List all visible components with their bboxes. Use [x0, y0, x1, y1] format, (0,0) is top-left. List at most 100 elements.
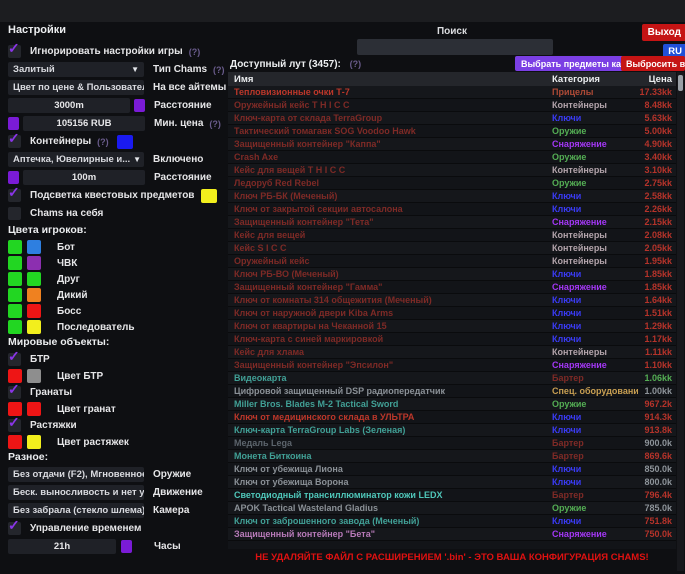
color-swatch-primary[interactable] — [8, 288, 22, 302]
search-input[interactable] — [357, 39, 553, 55]
table-row[interactable]: Miller Bros. Blades M-2 Tactical Sword О… — [228, 398, 676, 411]
table-row[interactable]: Защищенный контейнер "Тета" Снаряжение 2… — [228, 216, 676, 229]
movement-select[interactable]: Беск. выносливость и нет уста ▼ — [8, 485, 144, 500]
color-swatch-primary[interactable] — [8, 304, 22, 318]
color-swatch-secondary[interactable] — [27, 369, 41, 383]
player-color-row: Друг — [8, 272, 224, 286]
table-row[interactable]: Ключ от заброшенного завода (Меченый) Кл… — [228, 515, 676, 528]
table-row[interactable]: Ключ РБ-БК (Меченый) Ключи 2.58kk — [228, 190, 676, 203]
color-swatch-primary[interactable] — [8, 369, 22, 383]
table-row[interactable]: Тактический томагавк SOG Voodoo Hawk Ору… — [228, 125, 676, 138]
table-row[interactable]: Цифровой защищенный DSP радиопередатчик … — [228, 385, 676, 398]
container-distance-input[interactable]: 100m — [23, 170, 145, 185]
color-swatch-primary[interactable] — [8, 256, 22, 270]
scrollbar-thumb[interactable] — [678, 75, 683, 91]
color-swatch-secondary[interactable] — [27, 256, 41, 270]
item-category: Снаряжение — [552, 139, 607, 149]
table-row[interactable]: Оружейный кейс T H I C C Контейнеры 8.48… — [228, 99, 676, 112]
language-button[interactable]: RU — [663, 44, 685, 59]
color-swatch-primary[interactable] — [8, 272, 22, 286]
table-row[interactable]: Ключ-карта от склада TerraGroup Ключи 5.… — [228, 112, 676, 125]
quest-highlight-checkbox[interactable]: ✓ — [8, 184, 21, 202]
color-swatch-secondary[interactable] — [27, 402, 41, 416]
color-swatch-primary[interactable] — [8, 240, 22, 254]
table-row[interactable]: Монета Биткоина Бартер 869.6k — [228, 450, 676, 463]
chams-self-checkbox[interactable] — [8, 207, 21, 220]
grenades-checkbox[interactable]: ✓ — [8, 381, 21, 399]
exit-button[interactable]: Выход — [641, 24, 685, 41]
header-price[interactable]: Цена — [648, 73, 672, 85]
drop-all-button[interactable]: Выбросить все — [621, 56, 685, 71]
hours-color-swatch[interactable] — [121, 540, 132, 553]
item-category: Оружие — [552, 152, 587, 162]
distance-color-swatch[interactable] — [134, 99, 145, 112]
table-row[interactable]: APOK Tactical Wasteland Gladius Оружие 7… — [228, 502, 676, 515]
color-swatch-primary[interactable] — [8, 320, 22, 334]
all-items-select[interactable]: Цвет по цене & Пользователь ▼ — [8, 80, 144, 95]
table-row[interactable]: Кейс для вещей Контейнеры 2.08kk — [228, 229, 676, 242]
color-swatch-secondary[interactable] — [27, 272, 41, 286]
container-filter-select[interactable]: Аптечка, Ювелирные и... ▼ — [8, 152, 144, 167]
table-row[interactable]: Светодиодный трансиллюминатор кожи LEDX … — [228, 489, 676, 502]
min-price-input[interactable]: 105156 RUB — [23, 116, 145, 131]
select-kappa-items-button[interactable]: Выбрать предметы каппа — [515, 56, 643, 71]
table-row[interactable]: Ключ РБ-ВО (Меченый) Ключи 1.85kk — [228, 268, 676, 281]
table-row[interactable]: Ключ от медицинского склада в УЛЬТРА Клю… — [228, 411, 676, 424]
chams-type-select[interactable]: Залитый ▼ — [8, 62, 144, 77]
containers-color-swatch[interactable] — [116, 134, 133, 149]
table-row[interactable]: Медаль Lega Бартер 900.0k — [228, 437, 676, 450]
table-row[interactable]: Защищенный контейнер "Бета" Снаряжение 7… — [228, 528, 676, 541]
color-swatch-secondary[interactable] — [27, 240, 41, 254]
table-row[interactable]: Тепловизионные очки Т-7 Прицелы 17.33kk — [228, 86, 676, 99]
item-category: Ключи — [552, 295, 582, 305]
table-row[interactable]: Кейс S I C C Контейнеры 2.05kk — [228, 242, 676, 255]
table-row[interactable]: Ключ от квартиры на Чеканной 15 Ключи 1.… — [228, 320, 676, 333]
min-price-color-swatch[interactable] — [8, 117, 19, 130]
color-swatch-secondary[interactable] — [27, 304, 41, 318]
header-category[interactable]: Категория — [552, 73, 600, 85]
tripwires-checkbox[interactable]: ✓ — [8, 414, 21, 432]
camera-select[interactable]: Без забрала (стекло шлема) ▼ — [8, 503, 144, 518]
settings-title: Настройки — [8, 24, 67, 36]
color-swatch-secondary[interactable] — [27, 435, 41, 449]
quest-highlight-color-swatch[interactable] — [201, 188, 218, 203]
header-name[interactable]: Имя — [234, 73, 254, 85]
ignore-game-settings-checkbox[interactable]: ✓ — [8, 40, 21, 58]
item-price: 1.17kk — [644, 334, 672, 344]
container-distance-color-swatch[interactable] — [8, 171, 19, 184]
table-row[interactable]: Кейс для хлама Контейнеры 1.11kk — [228, 346, 676, 359]
distance-input[interactable]: 3000m — [8, 98, 130, 113]
table-row[interactable]: Ключ от закрытой секции автосалона Ключи… — [228, 203, 676, 216]
table-row[interactable]: Ключ-карта с синей маркировкой Ключи 1.1… — [228, 333, 676, 346]
containers-row: ✓ Контейнеры (?) — [8, 130, 224, 149]
player-color-row: Дикий — [8, 288, 224, 302]
item-category: Контейнеры — [552, 347, 607, 357]
table-row[interactable]: Ключ-карта TerraGroup Labs (Зеленая) Клю… — [228, 424, 676, 437]
table-row[interactable]: Защищенный контейнер "Эпсилон" Снаряжени… — [228, 359, 676, 372]
table-row[interactable]: Защищенный контейнер "Каппа" Снаряжение … — [228, 138, 676, 151]
table-row[interactable]: Видеокарта Бартер 1.06kk — [228, 372, 676, 385]
color-swatch-secondary[interactable] — [27, 288, 41, 302]
hours-input[interactable]: 21h — [8, 539, 116, 554]
color-swatch-primary[interactable] — [8, 402, 22, 416]
table-row[interactable]: Ключ от убежища Лиона Ключи 850.0k — [228, 463, 676, 476]
table-row[interactable]: Оружейный кейс Контейнеры 1.95kk — [228, 255, 676, 268]
table-row[interactable]: Защищенный контейнер "Гамма" Снаряжение … — [228, 281, 676, 294]
table-row[interactable]: Ключ от комнаты 314 общежития (Меченый) … — [228, 294, 676, 307]
containers-checkbox[interactable]: ✓ — [8, 130, 21, 148]
item-price: 785.0k — [644, 503, 672, 513]
table-row[interactable]: Кейс для вещей T H I C C Контейнеры 3.10… — [228, 164, 676, 177]
table-row[interactable]: Crash Axe Оружие 3.40kk — [228, 151, 676, 164]
table-row[interactable] — [228, 541, 676, 549]
weapon-select[interactable]: Без отдачи (F2), Мгновенное п ▼ — [8, 467, 144, 482]
time-control-checkbox[interactable]: ✓ — [8, 517, 21, 535]
item-category: Снаряжение — [552, 282, 607, 292]
table-row[interactable]: Ледоруб Red Rebel Оружие 2.75kk — [228, 177, 676, 190]
color-swatch-primary[interactable] — [8, 435, 22, 449]
grenades-row: ✓ Гранаты — [8, 381, 224, 399]
table-row[interactable]: Ключ от убежища Ворона Ключи 800.0k — [228, 476, 676, 489]
btr-checkbox[interactable]: ✓ — [8, 348, 21, 366]
table-scrollbar[interactable] — [677, 72, 684, 571]
color-swatch-secondary[interactable] — [27, 320, 41, 334]
table-row[interactable]: Ключ от наружной двери Kiba Arms Ключи 1… — [228, 307, 676, 320]
